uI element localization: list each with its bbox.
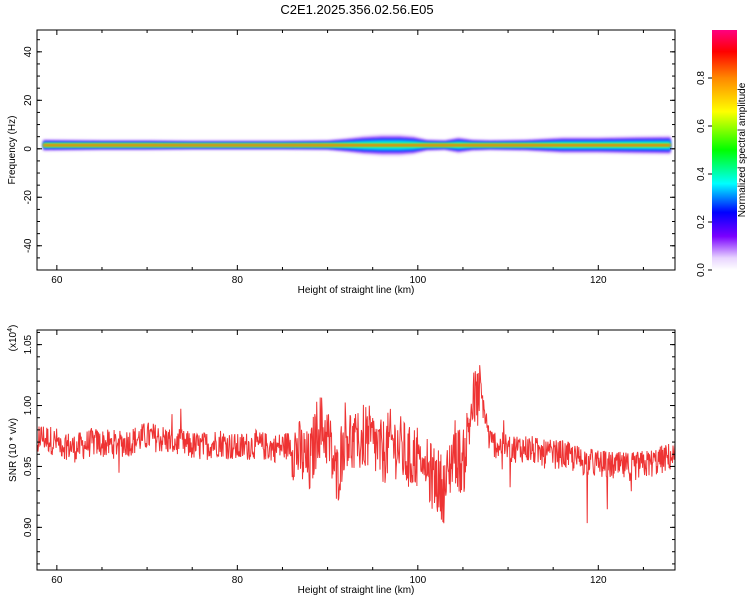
- x-tick-label: 80: [232, 575, 244, 586]
- spectrogram-x-label: Height of straight line (km): [298, 285, 415, 296]
- x-tick-label: 100: [409, 275, 426, 286]
- spectrogram-x-ticks: 60 80 100 120: [51, 30, 644, 286]
- colorbar: 0.0 0.2 0.4 0.6 0.8 Normalized spectral ampl…: [696, 30, 748, 277]
- colorbar-tick-label: 0.2: [696, 215, 707, 229]
- y-tick-label: 0.90: [23, 517, 34, 537]
- spectrogram-panel: 60 80 100 120 40 20 0 -20 -40 Height of straigh…: [7, 29, 676, 296]
- colorbar-ticks: 0.0 0.2 0.4 0.6 0.8: [696, 71, 712, 277]
- chart-title: C2E1.2025.356.02.56.E05: [280, 2, 434, 17]
- colorbar-tick-label: 0.4: [696, 167, 707, 181]
- snr-y-ticks: 1.05 1.00 0.95 0.90: [23, 331, 675, 565]
- snr-y-multiplier: (x104): [7, 325, 19, 352]
- colorbar-tick-label: 0.0: [696, 263, 707, 277]
- x-tick-label: 60: [51, 275, 63, 286]
- snr-x-label: Height of straight line (km): [298, 585, 415, 596]
- snr-frame: [36, 329, 676, 571]
- snr-panel: 60 80 100 120 1.05 1.00 0.95 0.90 Height of st…: [7, 325, 676, 596]
- x-tick-label: 60: [51, 575, 63, 586]
- snr-x-ticks: 60 80 100 120: [51, 330, 644, 586]
- y-tick-label: 20: [23, 94, 34, 106]
- spectrogram-band: [43, 134, 671, 157]
- x-tick-label: 120: [590, 275, 607, 286]
- colorbar-tick-label: 0.6: [696, 119, 707, 133]
- snr-y-label: SNR (10 * v/v): [8, 418, 19, 482]
- y-tick-label: -40: [23, 238, 34, 253]
- colorbar-gradient: [712, 30, 737, 270]
- x-tick-label: 120: [590, 575, 607, 586]
- colorbar-label: Normalized spectral amplitude: [737, 82, 748, 217]
- y-tick-label: 40: [23, 46, 34, 58]
- snr-series-line: [37, 365, 675, 524]
- y-tick-label: 0.95: [23, 456, 34, 476]
- spectrogram-y-ticks: 40 20 0 -20 -40: [23, 39, 675, 271]
- y-tick-label: -20: [23, 190, 34, 205]
- colorbar-tick-label: 0.8: [696, 71, 707, 85]
- spectrogram-y-label: Frequency (Hz): [7, 116, 18, 185]
- spectrogram-frame: [36, 29, 676, 271]
- y-tick-label: 0: [23, 146, 34, 152]
- spectrogram-amplitude-layer: [43, 144, 671, 146]
- y-tick-label: 1.05: [23, 334, 34, 354]
- x-tick-label: 80: [232, 275, 244, 286]
- x-tick-label: 100: [409, 575, 426, 586]
- y-tick-label: 1.00: [23, 395, 34, 415]
